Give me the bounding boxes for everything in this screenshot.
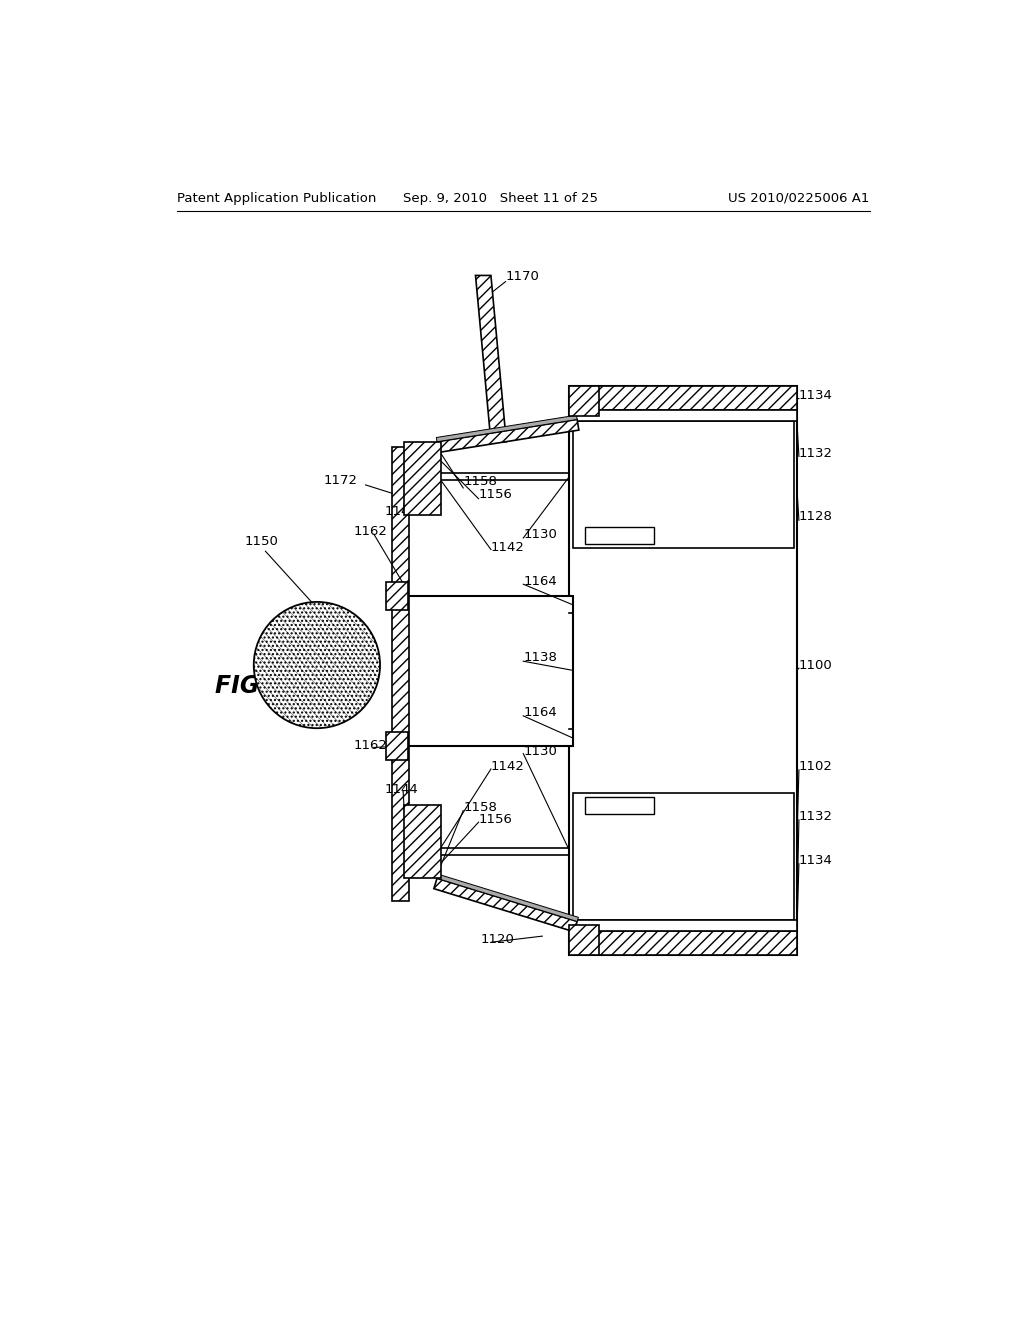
Text: 1162: 1162 <box>354 525 388 539</box>
Bar <box>585 527 654 544</box>
Bar <box>569 385 797 411</box>
Text: 1128: 1128 <box>799 510 833 523</box>
Text: 1132: 1132 <box>799 810 833 824</box>
Text: 1130: 1130 <box>523 528 557 541</box>
Bar <box>408 484 410 499</box>
Text: 1144: 1144 <box>385 783 419 796</box>
Text: 1138: 1138 <box>523 651 557 664</box>
Polygon shape <box>434 878 578 932</box>
Text: 1170: 1170 <box>506 269 540 282</box>
Text: 1130: 1130 <box>523 744 557 758</box>
Text: 1146: 1146 <box>404 470 438 483</box>
Text: 1150: 1150 <box>245 536 279 548</box>
Bar <box>403 442 441 515</box>
Bar <box>408 499 410 503</box>
Text: 1172: 1172 <box>324 474 357 487</box>
Bar <box>569 920 797 931</box>
Bar <box>408 595 573 746</box>
Circle shape <box>254 602 380 729</box>
Text: US 2010/0225006 A1: US 2010/0225006 A1 <box>728 191 869 205</box>
Polygon shape <box>436 416 578 442</box>
Text: 1134: 1134 <box>799 854 833 867</box>
Bar <box>572 421 794 548</box>
Bar <box>585 797 654 813</box>
Bar <box>569 385 599 416</box>
Text: Patent Application Publication: Patent Application Publication <box>177 191 376 205</box>
Text: 1134: 1134 <box>799 389 833 403</box>
Text: 1100: 1100 <box>799 659 833 672</box>
Bar <box>572 793 794 920</box>
Bar <box>408 817 410 821</box>
Bar <box>403 805 441 878</box>
Polygon shape <box>392 447 410 902</box>
Bar <box>569 411 797 421</box>
Text: 1102: 1102 <box>799 760 833 774</box>
Text: 1142: 1142 <box>490 541 524 554</box>
Bar <box>569 924 599 956</box>
Text: 1156: 1156 <box>478 813 512 825</box>
Text: 1158: 1158 <box>463 475 497 488</box>
Text: 1164: 1164 <box>523 576 557 589</box>
Polygon shape <box>437 420 579 453</box>
Text: Sep. 9, 2010   Sheet 11 of 25: Sep. 9, 2010 Sheet 11 of 25 <box>402 191 598 205</box>
Bar <box>569 931 797 956</box>
Bar <box>386 582 408 610</box>
Text: 1164: 1164 <box>523 706 557 719</box>
Polygon shape <box>475 276 506 442</box>
Text: 1146: 1146 <box>404 824 438 837</box>
Text: 1132: 1132 <box>799 446 833 459</box>
Text: 1162: 1162 <box>354 739 388 751</box>
Bar <box>569 385 797 956</box>
Text: 1144: 1144 <box>385 504 419 517</box>
Bar <box>386 733 408 760</box>
Text: 1120: 1120 <box>481 933 515 946</box>
Bar <box>408 821 410 836</box>
Text: 1142: 1142 <box>490 760 524 774</box>
Text: 1158: 1158 <box>463 801 497 814</box>
Polygon shape <box>437 874 579 921</box>
Text: FIG. 14: FIG. 14 <box>215 673 309 698</box>
Text: 1156: 1156 <box>478 488 512 502</box>
